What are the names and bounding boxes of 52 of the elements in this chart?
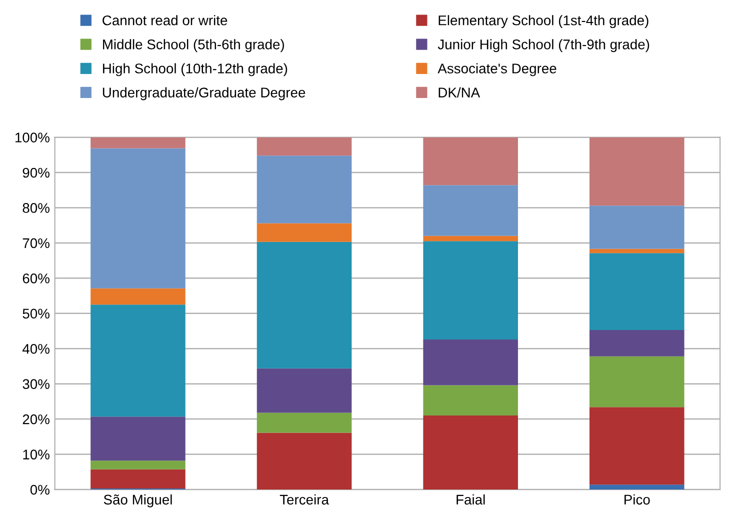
bar [256,432,352,490]
bar [90,304,186,417]
y-tick-label: 50% [22,308,50,319]
bar [90,469,186,488]
bar [423,339,518,386]
y-tick-label: 0% [30,484,50,495]
bar [589,484,684,490]
y-tick-label: 80% [22,203,50,213]
bar [256,137,352,156]
bar [589,330,684,356]
legend-label: Middle School (5th-6th grade) [103,39,284,52]
y-tick-label: 40% [22,344,50,354]
bar [256,412,352,433]
bar [589,206,684,249]
x-tick-label: São Miguel [104,494,172,508]
bar [423,185,518,236]
bar [256,368,352,413]
y-tick-label: 20% [22,414,50,424]
bar [90,288,186,305]
legend-label: Cannot read or write [102,15,228,26]
bar [423,416,518,490]
bar [90,416,186,461]
bar [423,236,518,242]
x-tick-label: Terceira [280,494,329,505]
bar [589,407,684,485]
bar [589,248,684,254]
legend-label: High School (10th-12th grade) [103,63,288,76]
y-tick-label: 100% [16,132,50,142]
legend-label: Undergraduate/Graduate Degree [102,87,306,100]
bar [423,137,518,186]
legend-label: DK/NA [438,87,480,98]
bar [589,356,684,408]
y-tick-label: 90% [22,168,50,178]
bar [256,223,352,242]
y-tick-label: 70% [22,238,50,248]
bar [256,242,352,368]
x-tick-label: Pico [624,494,650,505]
bar [589,137,684,206]
legend-label: Junior High School (7th-9th grade) [438,39,650,52]
bar [589,253,684,330]
bar [90,148,186,288]
bar [90,137,186,148]
legend-label: Associate's Degree [438,63,556,76]
y-tick-label: 60% [22,274,50,284]
bar [256,156,352,224]
x-tick-label: Faial [456,494,485,505]
bar [423,241,518,340]
y-tick-label: 30% [22,379,50,390]
y-tick-label: 10% [23,450,50,460]
bar [423,385,518,416]
legend-label: Elementary School (1st-4th grade) [438,15,648,28]
bar [90,460,186,470]
